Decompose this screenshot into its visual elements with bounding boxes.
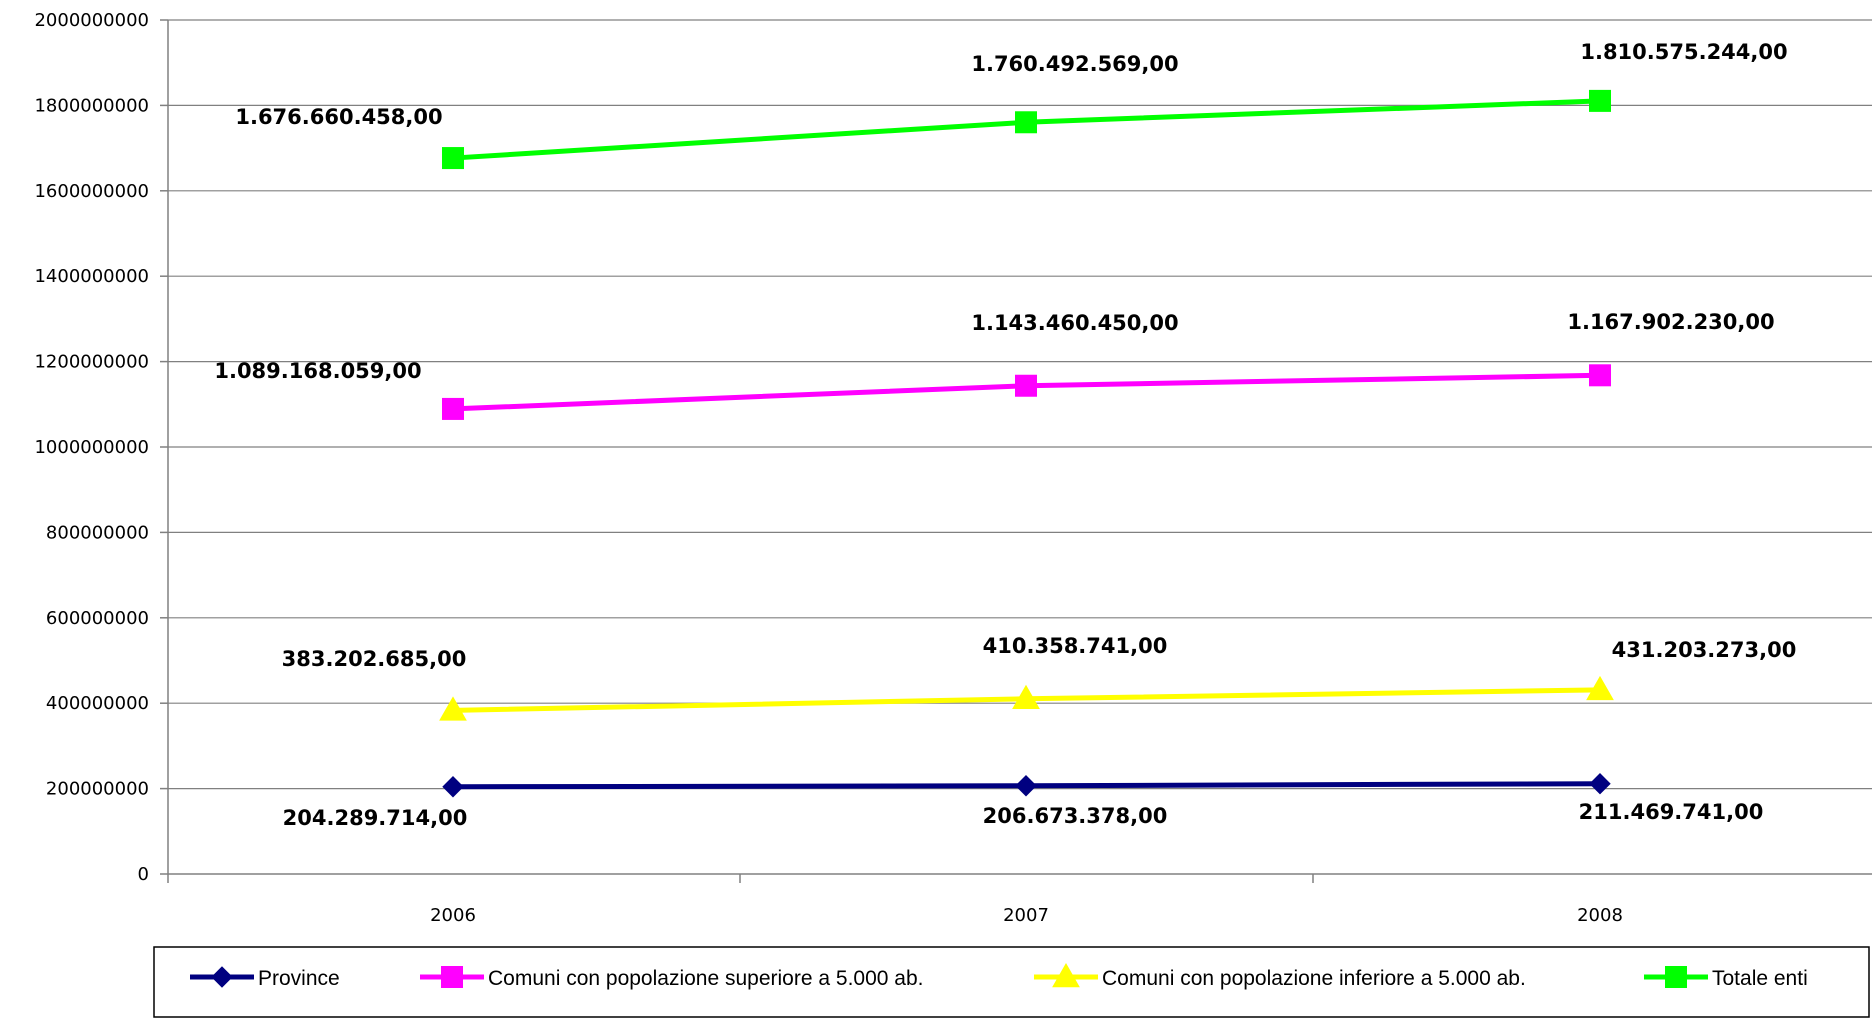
y-tick-label: 1800000000 — [34, 95, 149, 116]
y-tick-label: 1200000000 — [34, 352, 149, 373]
data-label: 211.469.741,00 — [1579, 800, 1764, 824]
data-point — [1015, 374, 1037, 397]
y-tick-label: 200000000 — [46, 779, 149, 800]
data-label: 1.810.575.244,00 — [1580, 40, 1787, 64]
data-point — [1012, 684, 1040, 710]
legend-marker — [211, 966, 233, 988]
data-label: 206.673.378,00 — [983, 804, 1168, 828]
y-tick-label: 1000000000 — [34, 437, 149, 458]
y-tick-label: 0 — [138, 864, 149, 885]
legend-label: Totale enti — [1712, 967, 1808, 990]
data-point — [1015, 775, 1037, 797]
data-point — [1589, 772, 1611, 795]
data-label: 1.676.660.458,00 — [235, 105, 442, 129]
legend-marker — [1665, 966, 1687, 988]
legend-box — [153, 946, 1870, 1018]
y-tick-label: 600000000 — [46, 608, 149, 629]
y-tick-label: 800000000 — [46, 522, 149, 543]
data-label: 1.760.492.569,00 — [971, 52, 1178, 76]
legend-label: Comuni con popolazione superiore a 5.000… — [488, 967, 923, 990]
legend-label: Province — [258, 967, 340, 990]
y-tick-label: 1600000000 — [34, 181, 149, 202]
data-label: 1.089.168.059,00 — [214, 359, 421, 383]
data-point — [442, 147, 464, 170]
legend-marker — [1052, 962, 1080, 988]
data-label: 383.202.685,00 — [282, 647, 467, 671]
data-point — [1586, 675, 1614, 701]
legend-label: Comuni con popolazione inferiore a 5.000… — [1102, 967, 1526, 990]
x-tick-label: 2007 — [1003, 905, 1049, 926]
data-point — [1589, 364, 1611, 387]
data-label: 410.358.741,00 — [983, 634, 1168, 658]
data-label: 431.203.273,00 — [1612, 638, 1797, 662]
data-point — [1589, 89, 1611, 112]
y-tick-label: 400000000 — [46, 693, 149, 714]
y-tick-label: 1400000000 — [34, 266, 149, 287]
data-point — [442, 397, 464, 420]
y-tick-label: 2000000000 — [34, 10, 149, 31]
data-label: 1.167.902.230,00 — [1567, 310, 1774, 334]
x-tick-label: 2008 — [1577, 905, 1623, 926]
data-point — [439, 696, 467, 721]
x-tick-label: 2006 — [430, 905, 476, 926]
data-point — [1015, 111, 1037, 134]
legend-marker — [441, 966, 463, 988]
data-label: 204.289.714,00 — [283, 806, 468, 830]
data-label: 1.143.460.450,00 — [971, 311, 1178, 335]
data-point — [442, 776, 464, 798]
